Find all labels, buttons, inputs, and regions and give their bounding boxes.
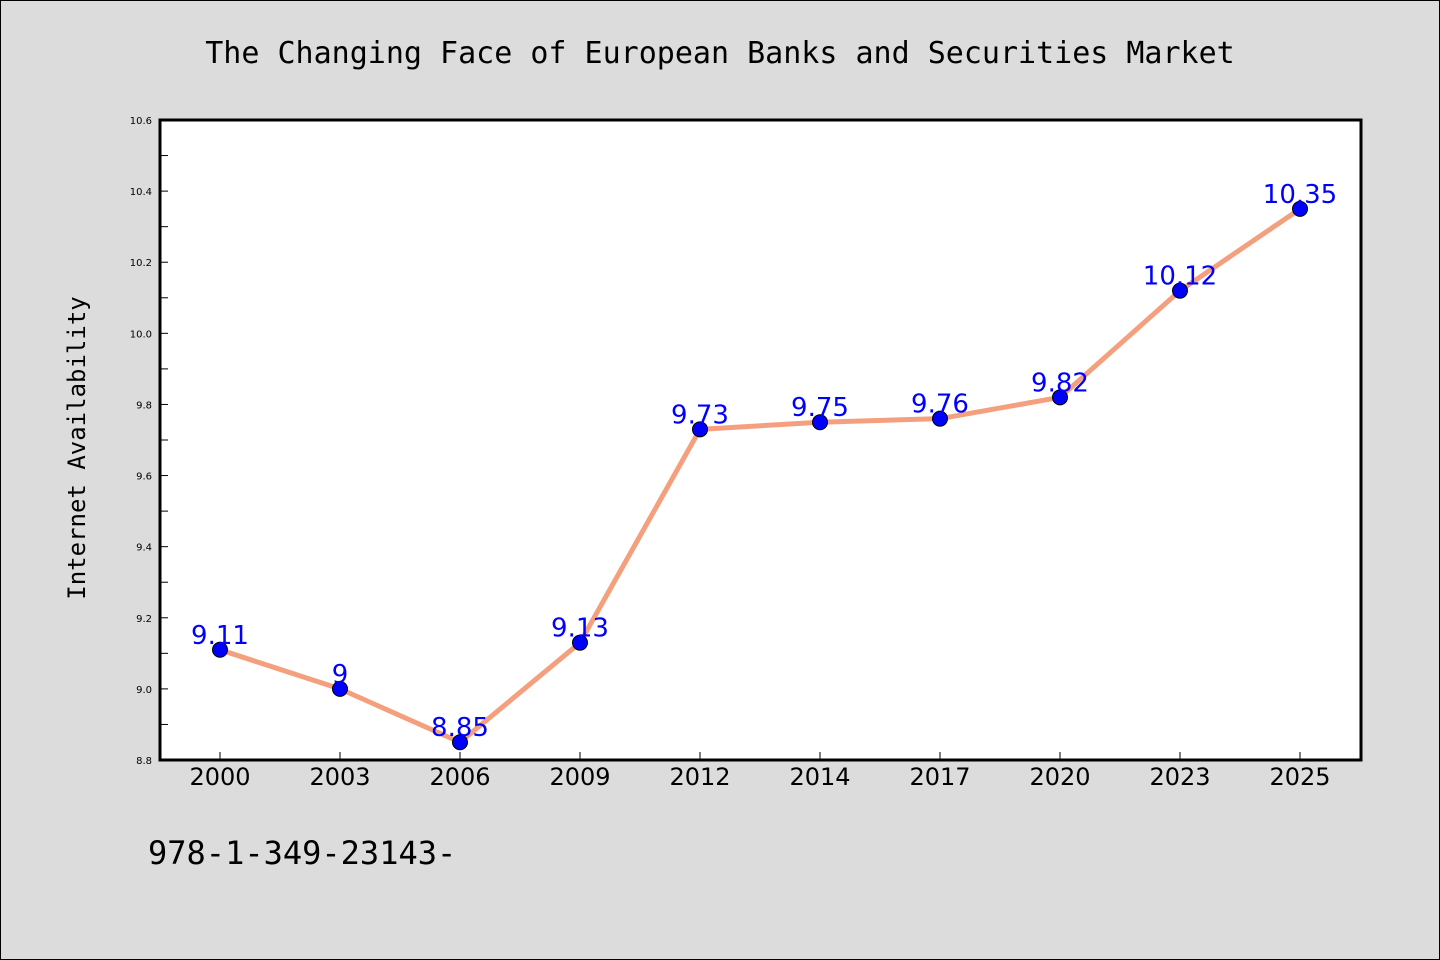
data-point (1172, 282, 1188, 299)
y-tick-label: 10.4 (130, 187, 152, 198)
x-tick-label: 2012 (669, 763, 730, 791)
data-point (1052, 389, 1068, 406)
data-point (572, 634, 588, 651)
series-layer (212, 200, 1308, 751)
y-axis-label: Internet Availability (63, 296, 91, 599)
x-tick-label: 2014 (789, 763, 850, 791)
data-label: 9.82 (1031, 368, 1089, 398)
x-tick-label: 2000 (189, 763, 250, 791)
data-label: 10.12 (1143, 262, 1217, 292)
data-point (812, 414, 828, 431)
data-label: 9.11 (191, 621, 249, 651)
x-tick-label: 2023 (1149, 763, 1210, 791)
y-tick-label: 10.2 (130, 258, 152, 269)
y-tick-label: 9.0 (136, 685, 152, 696)
data-label: 9 (332, 660, 349, 690)
y-tick-label: 9.6 (136, 472, 152, 483)
data-label: 8.85 (431, 713, 489, 743)
data-labels: 9.11 9 8.85 9.13 9.73 9.75 9.76 9.82 10.12 10.35 (191, 180, 1337, 743)
y-tick-label: 8.8 (136, 756, 152, 767)
series-line (217, 206, 1303, 745)
data-label: 10.35 (1263, 180, 1337, 210)
y-tick-label: 9.2 (136, 614, 152, 625)
x-tick-label: 2017 (909, 763, 970, 791)
y-tick-label: 9.8 (136, 400, 152, 411)
data-point (932, 410, 948, 427)
footer-text: 978-1-349-23143- (148, 834, 456, 872)
chart-title: The Changing Face of European Banks and … (205, 36, 1235, 71)
x-tick-label: 2003 (309, 763, 370, 791)
x-tick-label: 2020 (1029, 763, 1090, 791)
data-label: 9.13 (551, 614, 609, 644)
data-point (212, 641, 228, 658)
data-label: 9.76 (911, 390, 969, 420)
y-axis: 8.8 9.0 9.2 9.4 9.6 9.8 10.0 10.2 10.4 10.6 (130, 116, 168, 767)
data-point (332, 680, 348, 697)
x-tick-label: 2025 (1269, 763, 1330, 791)
y-tick-label: 9.4 (136, 543, 152, 554)
data-point (692, 421, 708, 438)
data-label: 9.75 (791, 393, 849, 423)
plot-area (158, 118, 1363, 762)
y-tick-label: 10.0 (130, 329, 152, 340)
data-point (1292, 200, 1308, 217)
data-label: 9.73 (671, 400, 729, 430)
x-tick-label: 2009 (549, 763, 610, 791)
x-tick-label: 2006 (429, 763, 490, 791)
y-tick-label: 10.6 (130, 116, 152, 127)
x-axis: 2000 2003 2006 2009 2012 2014 2017 2020 2023 2025 (189, 752, 1331, 791)
data-point (452, 734, 468, 751)
